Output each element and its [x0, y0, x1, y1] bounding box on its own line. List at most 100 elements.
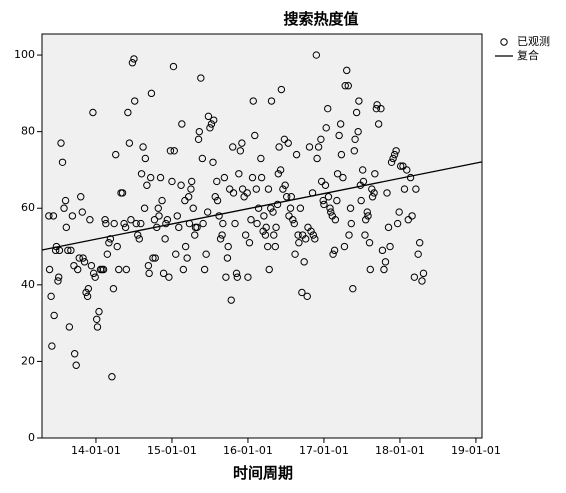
data-point	[74, 265, 82, 274]
y-tick-label: 40	[21, 278, 35, 291]
data-point	[223, 254, 232, 262]
data-point	[392, 147, 400, 155]
data-point	[314, 143, 323, 151]
data-point	[232, 269, 241, 278]
data-point	[55, 246, 64, 255]
data-point	[166, 147, 175, 155]
data-point	[102, 219, 110, 228]
x-tick-label: 17-01-01	[299, 444, 349, 457]
data-point	[408, 212, 416, 220]
data-point	[370, 189, 378, 197]
data-point	[351, 135, 359, 144]
data-point	[276, 166, 285, 174]
x-tick-label: 16-01-01	[223, 444, 273, 457]
data-point	[395, 208, 403, 216]
data-point	[50, 311, 58, 320]
data-point	[131, 97, 139, 105]
data-point	[390, 150, 399, 159]
data-point	[403, 166, 411, 174]
data-point	[247, 216, 255, 224]
data-point	[261, 231, 270, 239]
data-point	[220, 173, 229, 182]
data-point	[350, 147, 359, 155]
data-point	[150, 216, 159, 224]
data-point	[47, 292, 55, 301]
data-point	[184, 193, 193, 201]
data-point	[296, 204, 305, 212]
data-point	[175, 223, 183, 232]
data-point	[412, 185, 420, 193]
data-point	[137, 170, 146, 178]
data-point	[284, 139, 292, 147]
data-point	[396, 162, 405, 170]
data-point	[363, 208, 371, 216]
data-point	[337, 150, 346, 159]
legend-symbol	[500, 38, 508, 46]
data-point	[78, 208, 86, 216]
data-point	[145, 269, 153, 278]
data-point	[267, 204, 275, 212]
data-point	[400, 185, 409, 193]
data-point	[329, 250, 337, 258]
data-point	[198, 154, 207, 163]
data-point	[128, 59, 137, 67]
data-point	[170, 147, 178, 155]
data-point	[143, 181, 151, 189]
data-point	[406, 173, 415, 182]
data-point	[165, 273, 173, 281]
data-point	[203, 208, 212, 216]
data-point	[75, 254, 83, 262]
data-point	[219, 219, 227, 228]
data-point	[330, 246, 339, 255]
data-point	[48, 342, 56, 350]
data-point	[139, 143, 147, 151]
data-point	[144, 261, 153, 270]
data-point	[45, 265, 54, 274]
data-point	[229, 189, 238, 197]
data-point	[290, 219, 298, 228]
data-point	[354, 127, 362, 136]
data-point	[359, 177, 368, 186]
data-point	[82, 288, 90, 297]
data-point	[312, 51, 321, 59]
data-point	[70, 261, 78, 270]
data-point	[243, 189, 251, 197]
data-point	[277, 85, 286, 94]
data-point	[300, 258, 308, 266]
data-point	[267, 97, 276, 105]
data-point	[393, 219, 402, 228]
y-tick-label: 80	[21, 125, 35, 138]
data-point	[282, 193, 291, 201]
x-tick-label: 14-01-01	[71, 444, 121, 457]
data-point	[280, 135, 289, 144]
data-point	[135, 235, 143, 243]
data-point	[159, 269, 168, 278]
data-point	[248, 173, 257, 182]
data-point	[101, 216, 109, 224]
data-point	[79, 254, 87, 262]
data-point	[321, 181, 330, 189]
data-point	[222, 273, 230, 281]
data-point	[89, 269, 98, 278]
data-point	[381, 258, 390, 266]
data-point	[213, 196, 222, 205]
data-point	[168, 177, 176, 186]
data-point	[84, 284, 93, 293]
data-point	[414, 250, 422, 258]
y-tick-label: 0	[28, 431, 35, 444]
data-point	[134, 231, 142, 239]
data-point	[389, 154, 397, 163]
data-point	[194, 135, 203, 144]
data-point	[207, 120, 216, 128]
data-point	[197, 74, 205, 82]
data-point	[124, 108, 132, 117]
data-point	[294, 231, 302, 239]
data-point	[229, 143, 237, 151]
chart-title: 搜索热度值	[283, 10, 358, 28]
data-point	[324, 104, 332, 113]
data-point	[340, 242, 349, 251]
data-point	[298, 288, 306, 297]
data-point	[399, 162, 407, 170]
data-point	[257, 154, 265, 163]
x-axis-label: 时间周期	[233, 464, 293, 482]
